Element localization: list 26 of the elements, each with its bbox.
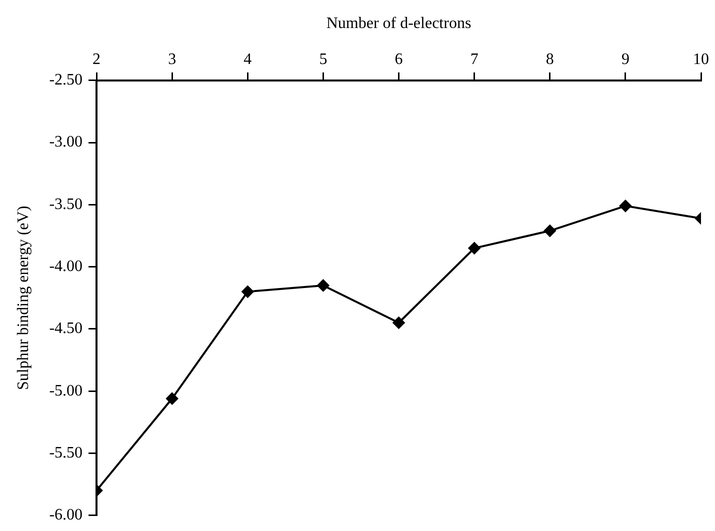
x-tick-label: 5: [319, 51, 328, 68]
y-tick-label: -3.00: [49, 134, 83, 151]
x-tick-label: 7: [470, 51, 478, 68]
x-tick-label: 3: [168, 51, 176, 68]
point: [317, 279, 330, 292]
x-tick-label: 8: [546, 51, 554, 68]
point: [468, 242, 480, 254]
point: [242, 286, 254, 298]
x-tick-label: 6: [394, 51, 403, 68]
point: [392, 316, 405, 329]
y-tick-label: -3.50: [49, 196, 83, 213]
point: [166, 392, 178, 405]
y-tick-label: -4.50: [49, 320, 83, 338]
y-tick-label: -6.00: [49, 506, 83, 524]
x-axis-title: Number of d-electrons: [326, 14, 472, 32]
y-tick-label: -2.50: [49, 72, 83, 89]
x-tick-label: 10: [693, 51, 709, 68]
point: [619, 200, 632, 212]
x-tick-label: 4: [244, 51, 252, 68]
y-axis-title: Sulphur binding energy (eV): [14, 206, 32, 390]
x-tick-label: 2: [92, 51, 101, 68]
point: [544, 224, 556, 237]
x-tick-label: 9: [621, 51, 630, 68]
y-tick-label: -5.50: [49, 444, 83, 462]
y-tick-label: -5.00: [49, 382, 83, 400]
y-tick-label: -4.00: [49, 258, 83, 276]
